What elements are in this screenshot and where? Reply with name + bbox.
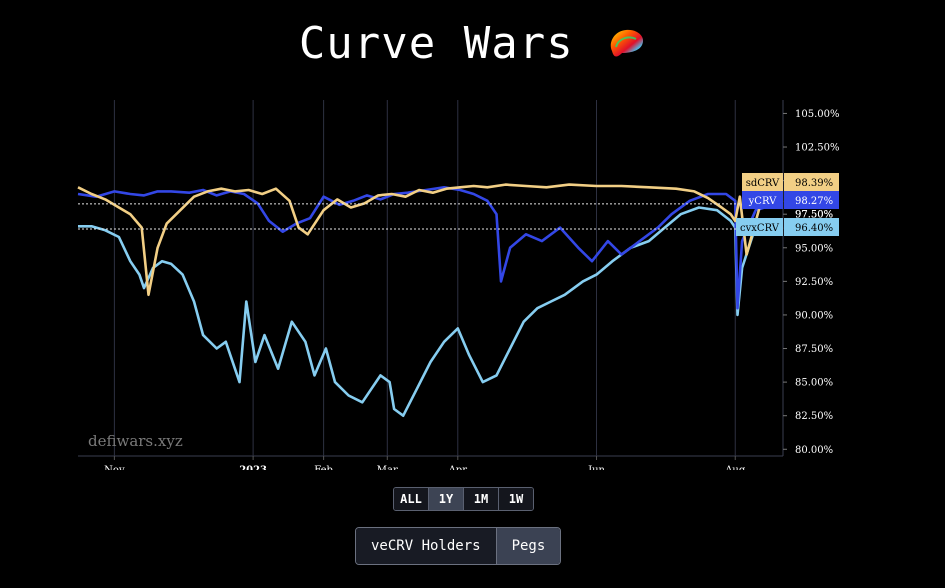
y-tick-label: 80.00%: [795, 445, 833, 456]
page-title: Curve Wars: [298, 18, 574, 69]
x-tick-label: Feb: [314, 465, 333, 470]
x-tick-label: Mar: [377, 465, 398, 470]
x-tick-label: Apr: [448, 465, 468, 470]
pegs-chart: Nov 2023 Feb Mar Apr Jun Aug 80.00% 82.50% 85.00%…: [77, 100, 840, 470]
range-selector: ALL 1Y 1M 1W: [393, 487, 534, 511]
last-value-tag-text: 98.27%: [795, 196, 833, 207]
x-tick-label: 2023: [239, 465, 267, 470]
series-name-tag: [736, 218, 783, 236]
range-1w-button[interactable]: 1W: [499, 488, 533, 510]
y-tick-label: 105.00%: [795, 109, 840, 120]
last-value-tag: [784, 173, 839, 191]
y-tick-label: 85.00%: [795, 378, 833, 389]
watermark: defiwars.xyz: [88, 432, 183, 450]
y-tick-label: 92.50%: [795, 277, 833, 288]
page-title-wrap: Curve Wars: [0, 18, 945, 69]
y-tick-label: 87.50%: [795, 344, 833, 355]
vecrv-holders-button[interactable]: veCRV Holders: [356, 528, 497, 564]
range-1y-button[interactable]: 1Y: [429, 488, 464, 510]
series-name-tag: [742, 173, 783, 191]
series-name-tag-text: yCRV: [748, 196, 777, 207]
series-line-sdcrv: [77, 183, 784, 297]
y-tick-label: 97.50%: [795, 210, 833, 221]
y-tick-label: 90.00%: [795, 310, 833, 321]
last-value-tag-text: 98.39%: [795, 178, 833, 189]
series-line-cvxcrv: [78, 206, 784, 418]
series-name-tag-text: sdCRV: [746, 178, 780, 189]
curve-logo-icon: [610, 29, 644, 56]
last-value-tag: [784, 218, 839, 236]
series-name-tag: [742, 191, 783, 209]
x-tick-label: Aug: [724, 465, 746, 470]
pegs-button[interactable]: Pegs: [496, 528, 561, 564]
y-tick-label: 97.50%: [795, 210, 833, 221]
y-tick-label: 102.50%: [795, 143, 840, 154]
view-selector: veCRV Holders Pegs: [355, 527, 562, 565]
x-tick-label: Jun: [587, 465, 605, 470]
last-value-tag-text: 96.40%: [795, 223, 833, 234]
range-1m-button[interactable]: 1M: [464, 488, 499, 510]
range-all-button[interactable]: ALL: [394, 488, 429, 510]
last-value-tag: [784, 191, 839, 209]
y-tick-label: 82.50%: [795, 411, 833, 422]
x-tick-label: Nov: [104, 465, 125, 470]
series-name-tag-text: cvxCRV: [740, 223, 780, 234]
y-tick-label: 95.00%: [795, 243, 833, 254]
